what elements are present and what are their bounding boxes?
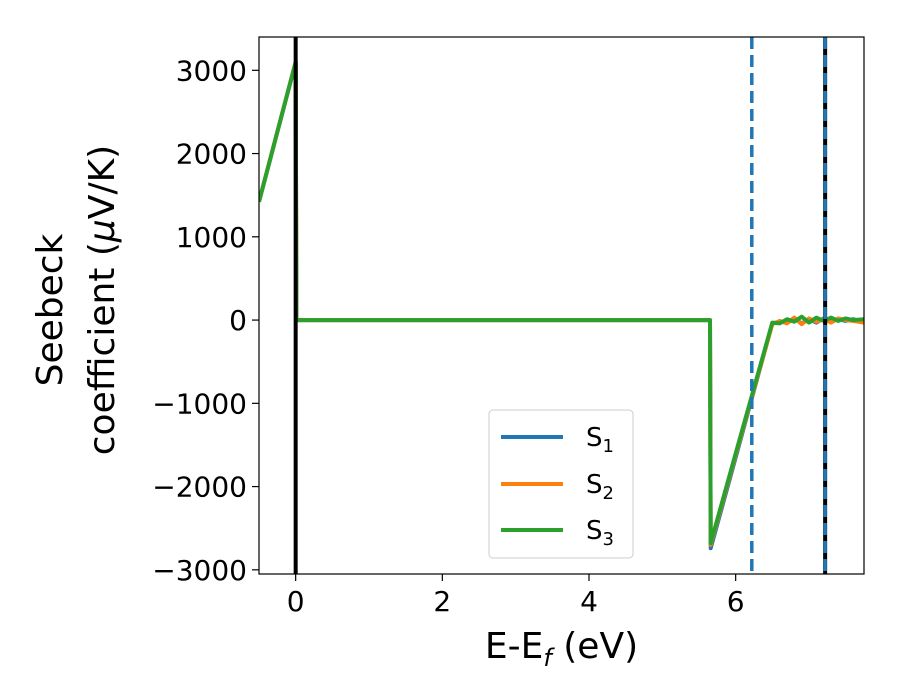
- x-tick-label: 0: [287, 585, 305, 618]
- y-tick-label: −1000: [152, 387, 247, 420]
- y-tick-label: 1000: [176, 221, 247, 254]
- x-tick-label: 4: [580, 585, 598, 618]
- x-axis-label: E-Ef (eV): [485, 626, 638, 672]
- series-line-s3: [259, 60, 864, 546]
- legend-label-s3: S3: [586, 516, 614, 550]
- x-axis-label-main: E-E: [485, 626, 543, 667]
- x-axis-label-unit: (eV): [552, 626, 638, 667]
- plot-frame: [258, 36, 865, 575]
- y-tick-label: −3000: [152, 554, 247, 587]
- legend-label-s1: S1: [586, 423, 614, 457]
- y-axis-label-mu: μ: [82, 219, 123, 243]
- x-tick-label: 2: [433, 585, 451, 618]
- y-tick-label: 2000: [176, 138, 247, 171]
- y-tick-label: 3000: [176, 54, 247, 87]
- y-axis-label-line1: Seebeck: [30, 233, 71, 386]
- y-axis-label-unit: V/K): [82, 145, 123, 219]
- y-tick-label: 0: [229, 304, 247, 337]
- y-axis-label-text: coefficient (: [82, 242, 123, 455]
- legend-label-s2: S2: [586, 470, 614, 504]
- legend: S1 S2 S3: [488, 409, 634, 559]
- y-axis-label-line2: coefficient (μV/K): [82, 145, 123, 455]
- x-tick-label: 6: [727, 585, 745, 618]
- y-tick-label: −2000: [152, 471, 247, 504]
